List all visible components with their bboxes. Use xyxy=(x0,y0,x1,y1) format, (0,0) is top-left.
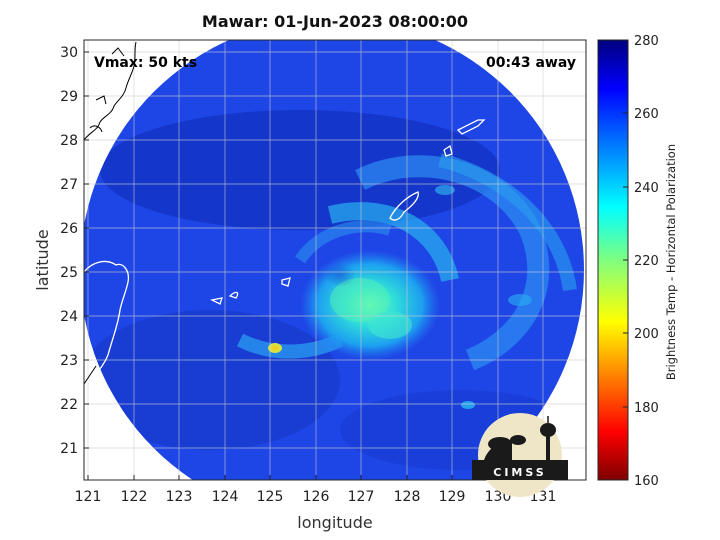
x-tick-label: 128 xyxy=(394,489,421,505)
y-tick-label: 26 xyxy=(60,221,78,237)
colorbar-tick: 260 xyxy=(634,107,659,122)
plot-title: Mawar: 01-Jun-2023 08:00:00 xyxy=(201,12,469,31)
x-tick-label: 127 xyxy=(348,489,375,505)
x-tick-label: 121 xyxy=(75,489,102,505)
grid-lines xyxy=(84,40,586,480)
colorbar-tick: 240 xyxy=(634,181,659,196)
colorbar-tick: 160 xyxy=(634,474,659,489)
y-tick-label: 30 xyxy=(60,45,78,61)
y-tick-label: 21 xyxy=(60,441,78,457)
time-away-label: 00:43 away xyxy=(486,55,576,71)
y-tick-label: 22 xyxy=(60,397,78,413)
vmax-label: Vmax: 50 kts xyxy=(94,55,197,71)
y-tick-label: 29 xyxy=(60,89,78,105)
x-axis-label: longitude xyxy=(297,513,372,532)
axes-frame xyxy=(83,39,587,481)
x-tick-label: 129 xyxy=(439,489,466,505)
x-tick-label: 124 xyxy=(212,489,239,505)
mainland-coast xyxy=(83,41,137,385)
y-axis-label: latitude xyxy=(33,229,52,290)
x-tick-label: 122 xyxy=(121,489,148,505)
y-tick-label: 27 xyxy=(60,177,78,193)
x-tick-label: 123 xyxy=(166,489,193,505)
cimss-logo: CIMSS xyxy=(472,413,568,497)
colorbar: 280 260 240 220 200 180 160 Brightness T… xyxy=(597,34,678,489)
colorbar-label: Brightness Temp - Horizontal Polarizatio… xyxy=(664,144,678,380)
y-tick-label: 25 xyxy=(60,265,78,281)
colorbar-tick: 220 xyxy=(634,254,659,269)
y-tick-label: 28 xyxy=(60,133,78,149)
colorbar-tick: 280 xyxy=(634,34,659,49)
x-tick-label: 125 xyxy=(257,489,284,505)
colorbar-tick: 180 xyxy=(634,401,659,416)
colorbar-tick: 200 xyxy=(634,327,659,342)
coastlines xyxy=(84,119,486,385)
y-tick-label: 24 xyxy=(60,309,78,325)
logo-text: CIMSS xyxy=(493,466,546,479)
y-tick-label: 23 xyxy=(60,353,78,369)
x-tick-label: 126 xyxy=(303,489,330,505)
